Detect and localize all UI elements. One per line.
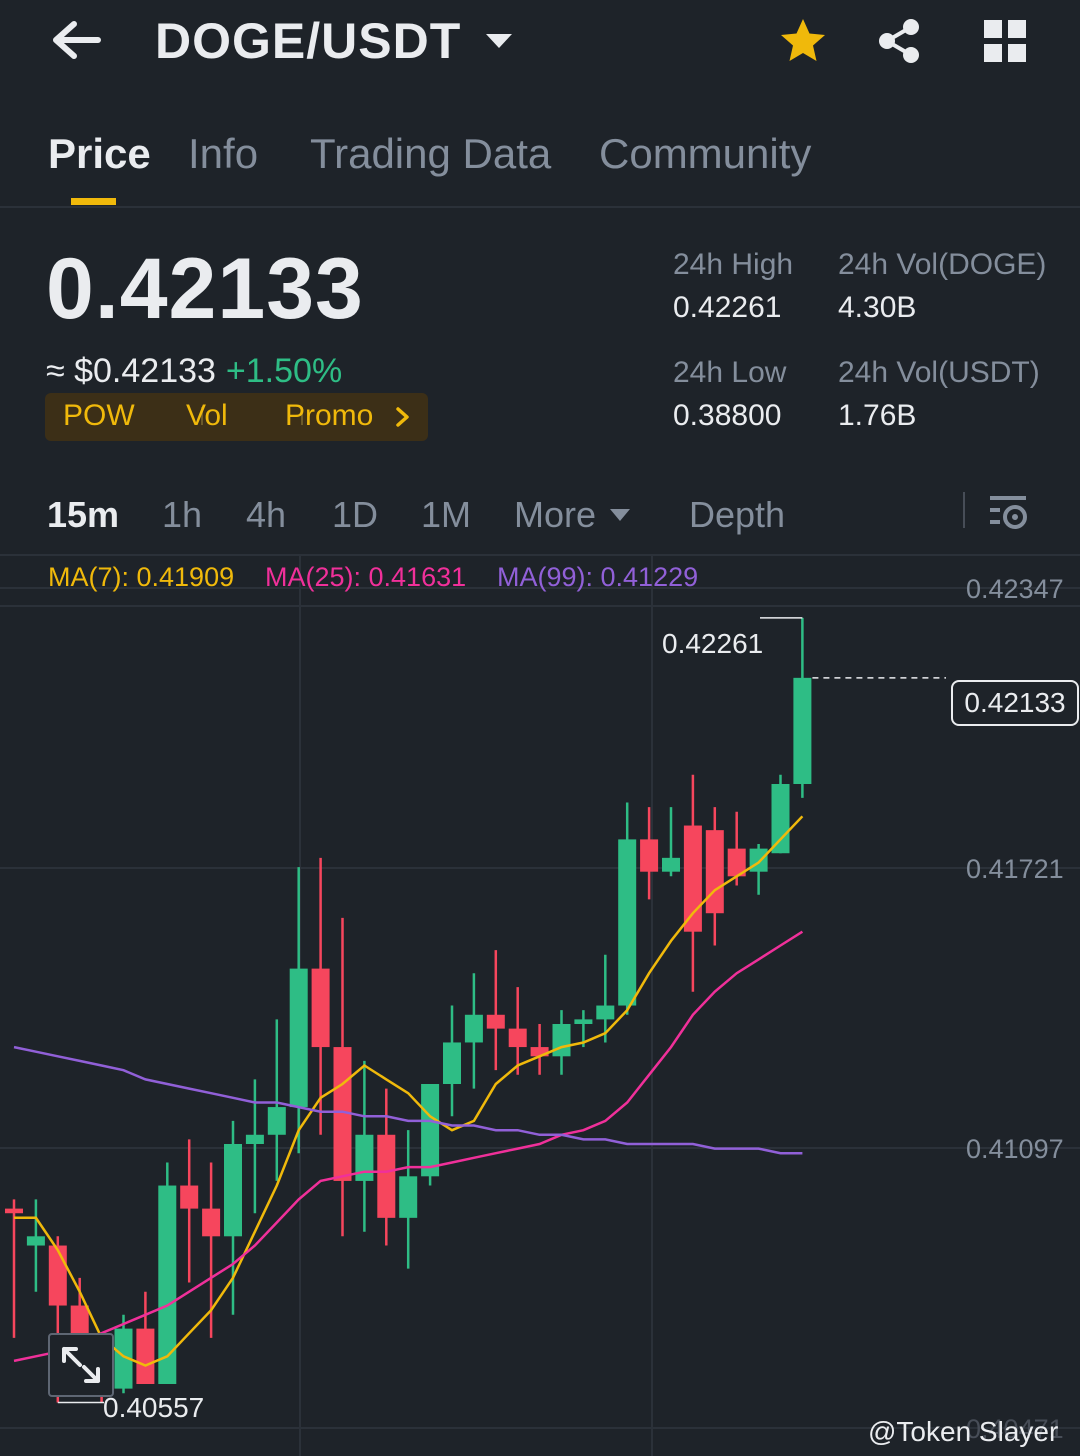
candle-body bbox=[618, 839, 637, 1006]
tag-vol[interactable]: Vol bbox=[186, 399, 228, 432]
candle-body bbox=[399, 1176, 418, 1218]
interval-bar: 15m 1h 4h 1D 1M More Depth bbox=[0, 480, 1080, 556]
active-tab-indicator bbox=[71, 198, 116, 205]
moving-average-line bbox=[13, 930, 804, 1363]
last-price-tag[interactable]: 0.42133 bbox=[951, 680, 1079, 726]
candle-body bbox=[793, 677, 812, 784]
price-subline: ≈ $0.42133 +1.50% bbox=[46, 352, 342, 391]
moving-average-line bbox=[13, 1045, 803, 1155]
candle-body bbox=[26, 1236, 45, 1246]
high-marker-label: 0.42261 bbox=[662, 628, 764, 659]
grid-menu-icon[interactable] bbox=[982, 18, 1028, 64]
candle-body bbox=[377, 1134, 396, 1218]
divider bbox=[963, 492, 965, 528]
candle-body bbox=[771, 784, 790, 854]
expand-arrows-icon bbox=[62, 1347, 100, 1383]
tag-divider bbox=[201, 407, 203, 425]
tab-info[interactable]: Info bbox=[188, 130, 259, 177]
candle-body bbox=[202, 1208, 221, 1237]
candle-body bbox=[136, 1328, 155, 1384]
candle-body bbox=[421, 1084, 440, 1177]
candle-body bbox=[5, 1208, 23, 1214]
more-dropdown-caret-icon[interactable] bbox=[609, 508, 631, 522]
candle-body bbox=[552, 1024, 571, 1057]
interval-1h[interactable]: 1h bbox=[162, 494, 203, 535]
candle-body bbox=[683, 825, 702, 932]
fullscreen-expand-button[interactable] bbox=[48, 1333, 114, 1397]
candle-body bbox=[508, 1028, 527, 1048]
candle-body bbox=[749, 848, 768, 872]
ma99-readout: MA(99): 0.41229 bbox=[497, 562, 699, 592]
top-bar: DOGE/USDT bbox=[0, 0, 1080, 90]
approx-usd-price: ≈ $0.42133 bbox=[46, 352, 216, 390]
stat-24h-vol-usdt-label: 24h Vol(USDT) bbox=[838, 356, 1040, 389]
candle-body bbox=[662, 857, 680, 872]
candle-body bbox=[640, 839, 659, 872]
candle-body bbox=[289, 968, 308, 1108]
candle-body bbox=[311, 968, 330, 1048]
pair-title[interactable]: DOGE/USDT bbox=[155, 13, 462, 69]
interval-1d[interactable]: 1D bbox=[332, 494, 379, 535]
stat-24h-vol-doge-value: 4.30B bbox=[838, 291, 917, 324]
tag-pow[interactable]: POW bbox=[63, 399, 135, 432]
candle-body bbox=[158, 1185, 177, 1384]
y-axis-tick: 0.40471 bbox=[966, 1414, 1064, 1444]
ma25-readout: MA(25): 0.41631 bbox=[265, 562, 467, 592]
stat-24h-high-label: 24h High bbox=[673, 248, 794, 281]
tab-trading-data[interactable]: Trading Data bbox=[310, 130, 552, 177]
moving-average-line bbox=[14, 815, 804, 1367]
candle-body bbox=[486, 1014, 505, 1029]
candle-body bbox=[596, 1005, 615, 1020]
watermark-credit: @Token Slayer bbox=[868, 1416, 1059, 1447]
last-price: 0.42133 bbox=[46, 241, 364, 337]
stat-24h-high-value: 0.42261 bbox=[673, 291, 782, 324]
y-axis-tick: 0.41097 bbox=[966, 1134, 1064, 1164]
stat-24h-low-value: 0.38800 bbox=[673, 399, 782, 432]
depth-tab[interactable]: Depth bbox=[689, 494, 786, 535]
stat-24h-vol-usdt-value: 1.76B bbox=[838, 399, 917, 432]
ma7-readout: MA(7): 0.41909 bbox=[48, 562, 235, 592]
candle-body bbox=[180, 1185, 199, 1209]
candle-body bbox=[705, 830, 724, 914]
candle-body bbox=[48, 1245, 67, 1306]
tag-promo[interactable]: Promo bbox=[285, 399, 374, 432]
candle-body bbox=[267, 1107, 286, 1135]
y-axis-tick: 0.42347 bbox=[966, 574, 1064, 604]
chevron-down-icon[interactable] bbox=[484, 30, 514, 52]
interval-more[interactable]: More bbox=[514, 494, 597, 535]
low-marker-label: 0.40557 bbox=[103, 1392, 205, 1423]
candle-body bbox=[245, 1134, 264, 1144]
interval-1m[interactable]: 1M bbox=[421, 494, 472, 535]
candle-body bbox=[114, 1328, 133, 1389]
stat-24h-vol-doge-label: 24h Vol(DOGE) bbox=[838, 248, 1047, 281]
share-icon[interactable] bbox=[874, 16, 924, 66]
candle-body bbox=[464, 1014, 483, 1043]
y-axis-tick: 0.41721 bbox=[966, 854, 1064, 884]
tab-community[interactable]: Community bbox=[599, 130, 812, 177]
candle-body bbox=[530, 1047, 549, 1057]
tag-chip-row[interactable]: POW Vol Promo bbox=[45, 393, 428, 441]
chevron-right-icon[interactable] bbox=[395, 407, 411, 427]
tab-price[interactable]: Price bbox=[48, 130, 151, 177]
interval-4h[interactable]: 4h bbox=[246, 494, 287, 535]
interval-15m[interactable]: 15m bbox=[47, 494, 120, 535]
favorite-star-icon[interactable] bbox=[778, 16, 828, 66]
chart-settings-icon[interactable] bbox=[988, 492, 1030, 532]
stat-24h-low-label: 24h Low bbox=[673, 356, 787, 389]
candlestick-chart[interactable] bbox=[0, 556, 1080, 1456]
candle-body bbox=[574, 1019, 593, 1024]
candle-body bbox=[443, 1042, 461, 1084]
tag-divider bbox=[301, 407, 303, 425]
candle-body bbox=[727, 848, 746, 877]
price-change-percent: +1.50% bbox=[225, 352, 343, 390]
candle-body bbox=[224, 1144, 242, 1237]
section-tabs: Price Info Trading Data Community bbox=[0, 110, 1080, 208]
candle-body bbox=[355, 1134, 374, 1181]
back-arrow-icon[interactable] bbox=[50, 18, 106, 62]
